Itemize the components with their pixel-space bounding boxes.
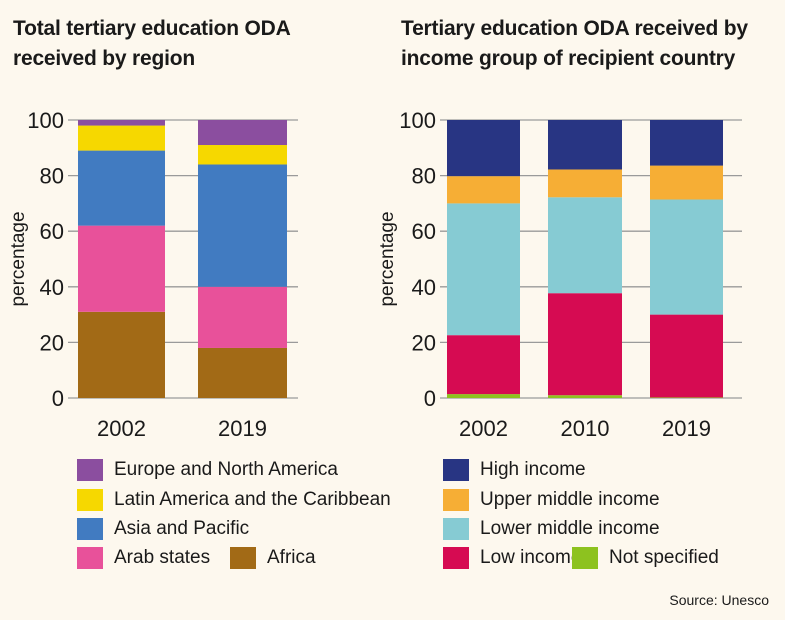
left-title-line-2: received by region [13,47,195,70]
x-tick-label: 2002 [459,416,508,441]
y-axis-label: percentage [377,211,398,306]
legend-label: Not specified [609,547,719,568]
y-tick-label: 60 [412,219,436,244]
bar-segment [447,394,520,398]
legend-item-low-income: Low income [443,546,581,570]
legend-label: Europe and North America [114,459,338,480]
left-chart-title: Total tertiary education ODA received by… [13,14,291,74]
legend-label: Low income [480,547,582,568]
legend-label: Africa [267,547,316,568]
bar-segment [78,150,165,226]
bar-segment [548,169,622,198]
legend-item-africa: Africa [230,546,316,570]
right-chart-title: Tertiary education ODA received by incom… [401,14,748,74]
legend-item-europe: Europe and North America [77,458,338,482]
bar-segment [548,293,622,396]
y-tick-label: 100 [27,108,64,133]
bar-segment [78,311,165,398]
y-tick-label: 80 [40,164,64,189]
bar-segment [650,165,723,200]
y-tick-label: 100 [399,108,436,133]
legend-swatch [77,547,103,569]
bar-segment [650,120,723,166]
legend-label: High income [480,459,586,480]
bar-segment [198,286,287,348]
bar-segment [447,203,520,336]
y-tick-label: 20 [40,330,64,355]
y-tick-label: 0 [52,386,64,411]
bar-segment [650,199,723,315]
bar-segment [198,145,287,165]
y-tick-label: 40 [40,275,64,300]
y-tick-label: 60 [40,219,64,244]
bar-segment [650,397,723,398]
y-axis-label: percentage [8,211,29,306]
legend-swatch [230,547,256,569]
legend-swatch [443,518,469,540]
legend-label: Latin America and the Caribbean [114,489,391,510]
bar-segment [548,197,622,294]
legend-swatch [443,547,469,569]
bar-segment [198,164,287,287]
legend-item-not-specified: Not specified [572,546,719,570]
bar-segment [78,225,165,312]
y-tick-label: 0 [424,386,436,411]
legend-item-arab-states: Arab states [77,546,210,570]
legend-swatch [77,518,103,540]
legend-item-upper-middle: Upper middle income [443,488,660,512]
bar-segment [78,125,165,151]
legend-item-lower-middle: Lower middle income [443,517,660,541]
legend-label: Upper middle income [480,489,660,510]
x-tick-label: 2019 [662,416,711,441]
y-tick-label: 20 [412,330,436,355]
legend-swatch [77,459,103,481]
bar-segment [447,120,520,177]
bar-segment [198,347,287,398]
y-tick-label: 80 [412,164,436,189]
legend-item-high-income: High income [443,458,586,482]
legend-swatch [443,489,469,511]
x-tick-label: 2002 [97,416,146,441]
bar-segment [548,395,622,398]
legend-label: Arab states [114,547,211,568]
left-title-line-1: Total tertiary education ODA [13,17,291,40]
bar-segment [650,314,723,398]
legend-item-latin-america: Latin America and the Caribbean [77,488,391,512]
legend-label: Asia and Pacific [114,518,250,539]
bar-segment [78,120,165,126]
x-tick-label: 2019 [218,416,267,441]
source-note: Source: Unesco [669,592,769,608]
x-tick-label: 2010 [561,416,610,441]
bar-segment [447,176,520,204]
legend-swatch [77,489,103,511]
bar-segment [198,120,287,146]
right-title-line-1: Tertiary education ODA received by [401,17,748,40]
right-title-line-2: income group of recipient country [401,47,736,70]
bar-segment [548,120,622,170]
legend-item-asia: Asia and Pacific [77,517,249,541]
legend-label: Lower middle income [480,518,660,539]
legend-swatch [443,459,469,481]
bar-segment [447,335,520,395]
y-tick-label: 40 [412,275,436,300]
legend-swatch [572,547,598,569]
